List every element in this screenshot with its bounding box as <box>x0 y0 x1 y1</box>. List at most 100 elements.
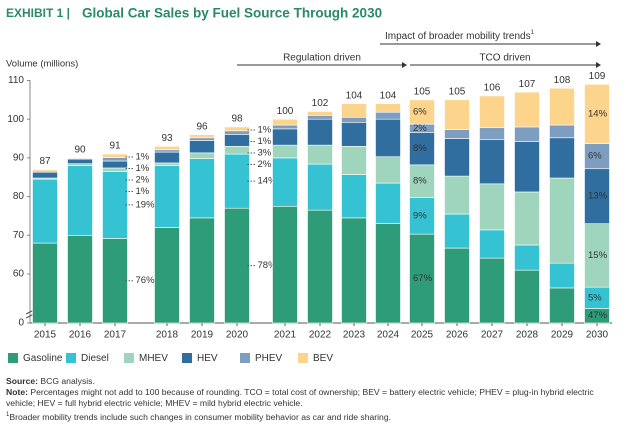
bar-segment <box>224 130 250 135</box>
bar-segment <box>224 145 250 155</box>
note: Note: Percentages might not add to 100 b… <box>6 387 616 409</box>
legend-swatch <box>66 353 76 363</box>
legend-label: Gasoline <box>23 353 63 364</box>
percent-label: 8% <box>413 176 427 187</box>
bar-segment <box>375 156 401 184</box>
y-tick-label: 110 <box>8 75 24 86</box>
y-tick-label: 70 <box>13 230 25 241</box>
bar-segment <box>341 145 367 175</box>
total-label: 87 <box>39 156 51 167</box>
x-tick-label: 2016 <box>69 330 92 341</box>
x-tick-label: 2017 <box>104 330 127 341</box>
bar-segment <box>549 287 575 324</box>
x-tick-label: 2025 <box>411 330 434 341</box>
chart: EXHIBIT 1 | Global Car Sales by Fuel Sou… <box>6 6 612 364</box>
total-label: 105 <box>414 86 431 97</box>
percent-label: 6% <box>588 151 602 162</box>
bar-segment <box>307 115 333 120</box>
bar-segment <box>341 116 367 123</box>
bar-segment <box>444 99 470 130</box>
bar-segment <box>479 127 505 141</box>
bar-segment <box>102 160 128 169</box>
percent-label: 1% <box>258 136 272 147</box>
arrow-head <box>596 41 601 47</box>
bar-segment <box>341 103 367 118</box>
bar-segment <box>409 164 435 198</box>
bar-segment <box>444 247 470 324</box>
y-tick-label: 0 <box>18 318 24 329</box>
total-label: 108 <box>554 75 571 86</box>
bar-segment <box>32 178 58 244</box>
percent-label: 76% <box>136 275 156 286</box>
total-label: 107 <box>519 79 536 90</box>
bar-segment <box>307 144 333 165</box>
arrow-head <box>596 62 601 68</box>
x-tick-label: 2018 <box>156 330 179 341</box>
y-axis-label: Volume (millions) <box>6 59 78 70</box>
legend-label: PHEV <box>255 353 283 364</box>
bar-segment <box>102 157 128 162</box>
bar-segment <box>375 182 401 224</box>
x-tick-label: 2026 <box>446 330 469 341</box>
bar-segment <box>272 205 298 324</box>
total-label: 105 <box>449 86 466 97</box>
annotation: Impact of broader mobility trends1 <box>385 30 535 42</box>
bar-segment <box>341 174 367 219</box>
bar-segment <box>514 126 540 142</box>
total-label: 96 <box>196 121 208 132</box>
bar-segment <box>409 233 435 324</box>
exhibit-label: EXHIBIT 1 | <box>6 6 70 20</box>
bar-segment <box>224 153 250 209</box>
bar-segment <box>154 149 180 153</box>
bar-segment <box>375 103 401 113</box>
percent-label: 67% <box>413 273 433 284</box>
bar-segment <box>479 257 505 324</box>
percent-label: 2% <box>136 175 150 186</box>
bar-segment <box>32 169 58 172</box>
percent-label: 2% <box>258 159 272 170</box>
total-label: 104 <box>346 90 363 101</box>
legend-swatch <box>240 353 250 363</box>
bar-segment <box>409 197 435 235</box>
legend-label: Diesel <box>81 353 109 364</box>
bar-segment <box>102 238 128 324</box>
bar-segment <box>307 163 333 211</box>
bar-segment <box>67 158 93 165</box>
bar-segment <box>102 167 128 172</box>
x-tick-label: 2015 <box>34 330 57 341</box>
bar-segment <box>444 213 470 249</box>
bar-segment <box>514 91 540 128</box>
bar-segment <box>375 118 401 158</box>
bar-segment <box>189 217 215 324</box>
legend-label: HEV <box>197 353 218 364</box>
x-tick-label: 2022 <box>309 330 332 341</box>
percent-label: 3% <box>258 147 272 158</box>
bar-segment <box>514 191 540 246</box>
footnote: 1Broader mobility trends include such ch… <box>6 410 616 423</box>
footnote-mark: 1 <box>6 412 10 418</box>
x-tick-label: 2021 <box>274 330 297 341</box>
bar-segment <box>409 132 435 166</box>
percent-label: 1% <box>136 186 150 197</box>
chart-title: Global Car Sales by Fuel Source Through … <box>82 6 382 21</box>
legend-swatch <box>298 353 308 363</box>
bar-segment <box>479 139 505 185</box>
bar-segment <box>32 242 58 324</box>
x-tick-label: 2020 <box>226 330 249 341</box>
bar-segment <box>102 153 128 158</box>
bar-segment <box>444 175 470 215</box>
bar-segment <box>375 223 401 324</box>
percent-label: 5% <box>588 292 602 303</box>
bar-segment <box>341 121 367 147</box>
bar-segment <box>375 111 401 120</box>
bar-segment <box>444 138 470 177</box>
y-tick-label: 80 <box>13 191 25 202</box>
footnote-mark: 1 <box>531 30 535 36</box>
bar-segment <box>224 134 250 147</box>
bar-segment <box>189 140 215 154</box>
bar-segment <box>189 152 215 159</box>
total-label: 98 <box>231 114 243 125</box>
note-text: Percentages might not add to 100 because… <box>6 387 594 408</box>
bar-segment <box>584 168 610 224</box>
bar-segment <box>154 145 180 151</box>
